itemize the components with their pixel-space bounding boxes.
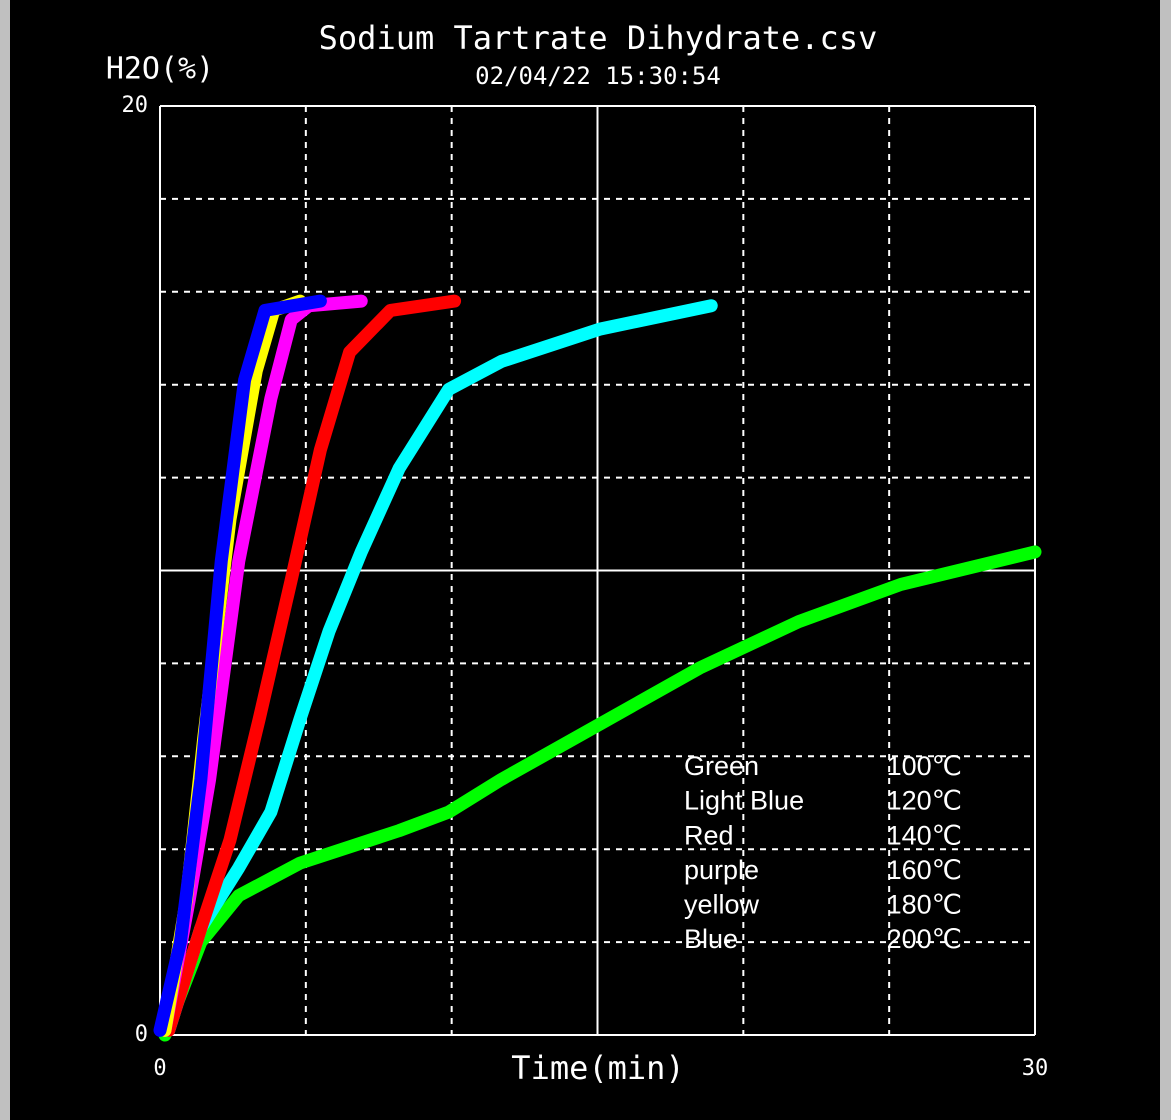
y-tick-label: 0 [135, 1022, 148, 1047]
series-line [162, 294, 462, 1037]
y-tick-label: 20 [122, 93, 149, 118]
chart-title: Sodium Tartrate Dihydrate.csv [319, 19, 878, 57]
series-line [162, 299, 718, 1037]
legend-name: Light Blue [684, 786, 804, 816]
series-line [158, 545, 1042, 1042]
chart-subtitle: 02/04/22 15:30:54 [475, 62, 721, 90]
y-axis-label: H2O(%) [106, 52, 214, 87]
legend-label: 100℃ [887, 751, 962, 781]
legend-label: 160℃ [887, 855, 962, 885]
x-tick-label: 30 [1022, 1056, 1049, 1081]
legend-label: 120℃ [887, 786, 962, 816]
legend-label: 180℃ [887, 890, 962, 920]
x-axis-label: Time(min) [511, 1049, 684, 1087]
x-tick-label: 0 [153, 1056, 166, 1081]
legend-name: purple [684, 855, 759, 885]
legend-label: 140℃ [887, 820, 962, 850]
legend-name: Blue [684, 924, 738, 954]
legend-label: 200℃ [887, 924, 962, 954]
legend-name: Red [684, 820, 734, 850]
legend-name: Green [684, 751, 759, 781]
legend-name: yellow [684, 890, 760, 920]
series-line [153, 294, 327, 1037]
